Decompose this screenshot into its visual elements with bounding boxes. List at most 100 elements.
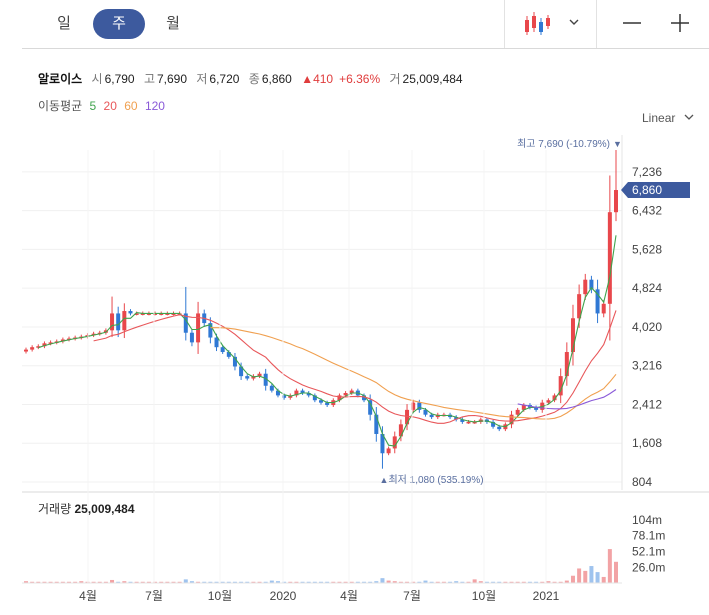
volume-bar — [478, 581, 483, 583]
volume-bar — [607, 549, 612, 583]
candle-body — [423, 409, 428, 415]
tab-day[interactable]: 일 — [57, 15, 71, 32]
x-tick-label: 10월 — [472, 589, 496, 603]
candle-body — [497, 426, 502, 430]
volume-tick-label: 52.1m — [632, 544, 665, 558]
volume-bar — [177, 581, 182, 583]
zoom-out-icon[interactable] — [618, 10, 646, 38]
candle-body — [362, 395, 367, 401]
change-percent: +6.36% — [339, 72, 381, 86]
volume-bar — [153, 581, 158, 583]
candle-body — [509, 414, 514, 425]
volume-bar — [208, 581, 213, 583]
candle-body — [48, 342, 53, 344]
y-tick-label: 1,608 — [632, 436, 662, 450]
candle-body — [239, 366, 244, 377]
volume-bar — [405, 581, 410, 583]
x-tick-label: 4월 — [340, 589, 358, 603]
volume-bar — [509, 581, 514, 583]
volume-title-value: 25,009,484 — [74, 502, 135, 516]
volume-bar — [282, 581, 287, 583]
candle-body — [558, 376, 563, 396]
candle-body — [552, 395, 557, 401]
volume-bar — [294, 581, 299, 583]
candle-body — [491, 421, 496, 427]
volume-bar — [67, 581, 72, 583]
low-value: 6,720 — [209, 72, 240, 86]
candle-body — [472, 421, 477, 424]
candle-body — [343, 392, 348, 396]
candle-body — [189, 332, 194, 343]
current-price-flag — [621, 182, 690, 199]
candle-body — [165, 313, 170, 315]
candlestick-icon[interactable] — [520, 10, 552, 38]
volume-bar — [42, 581, 47, 583]
volume-bar — [546, 581, 551, 583]
volume-bar — [558, 581, 563, 583]
candle-body — [257, 373, 262, 377]
y-tick-label: 804 — [632, 475, 652, 489]
volume-bar — [189, 581, 194, 583]
scale-label: Linear — [642, 111, 676, 125]
scale-selector[interactable]: Linear — [642, 111, 695, 125]
candle-body — [60, 339, 65, 342]
volume-bar — [417, 581, 422, 583]
candle-body — [319, 400, 323, 403]
volume-bar — [491, 581, 496, 583]
volume-bar — [183, 579, 188, 583]
volume-bar — [583, 570, 588, 583]
x-tick-label: 4월 — [79, 589, 97, 603]
header-divider — [22, 48, 709, 49]
candle-body — [220, 347, 225, 353]
current-price-label: 6,860 — [632, 183, 662, 197]
candle-body — [300, 390, 305, 393]
volume-bar — [484, 581, 489, 583]
x-tick-label: 2021 — [533, 589, 560, 603]
volume-bar — [36, 581, 41, 583]
candle-body — [214, 337, 219, 348]
volume-bar — [534, 581, 539, 583]
volume-bar — [60, 581, 65, 583]
ma-120: 120 — [144, 99, 165, 113]
volume-bar — [441, 581, 446, 583]
zoom-in-icon[interactable] — [666, 10, 694, 38]
tab-week[interactable]: 주 — [93, 9, 145, 39]
low-label: 저 — [196, 72, 208, 86]
volume-bar — [30, 581, 35, 583]
candle-body — [386, 448, 391, 454]
volume-bar — [171, 581, 176, 583]
candle-body — [429, 414, 434, 418]
y-tick-label: 3,216 — [632, 359, 662, 373]
volume-bar — [239, 581, 244, 583]
ma120-line — [517, 389, 617, 410]
volume-bar — [540, 581, 545, 583]
volume-bar — [73, 581, 78, 583]
tab-month[interactable]: 월 — [166, 15, 180, 32]
low-marker-arrow: ▲ — [379, 475, 388, 485]
candle-body — [417, 402, 422, 410]
volume-bar — [232, 581, 237, 583]
volume-bar — [466, 581, 471, 583]
y-tick-label: 6,432 — [632, 204, 662, 218]
candle-body — [614, 190, 618, 213]
volume-bar — [97, 581, 102, 583]
volume-tick-label: 78.1m — [632, 529, 665, 543]
volume-bar — [263, 581, 268, 583]
volume-bar — [349, 581, 354, 583]
ma-5: 5 — [89, 99, 97, 113]
ma5-line — [38, 235, 617, 447]
candle-body — [42, 343, 47, 347]
close-value: 6,860 — [261, 72, 292, 86]
x-tick-label: 10월 — [208, 589, 232, 603]
volume-bar — [103, 581, 108, 583]
chevron-down-icon[interactable] — [567, 10, 581, 38]
candle-body — [245, 376, 250, 379]
volume-bar — [570, 575, 575, 583]
volume-bar — [398, 581, 403, 583]
volume-bar — [226, 581, 231, 583]
volume-bar — [411, 581, 416, 583]
candle-body — [134, 313, 139, 315]
candle-body — [349, 390, 354, 393]
toolbar-divider-2 — [596, 0, 597, 48]
